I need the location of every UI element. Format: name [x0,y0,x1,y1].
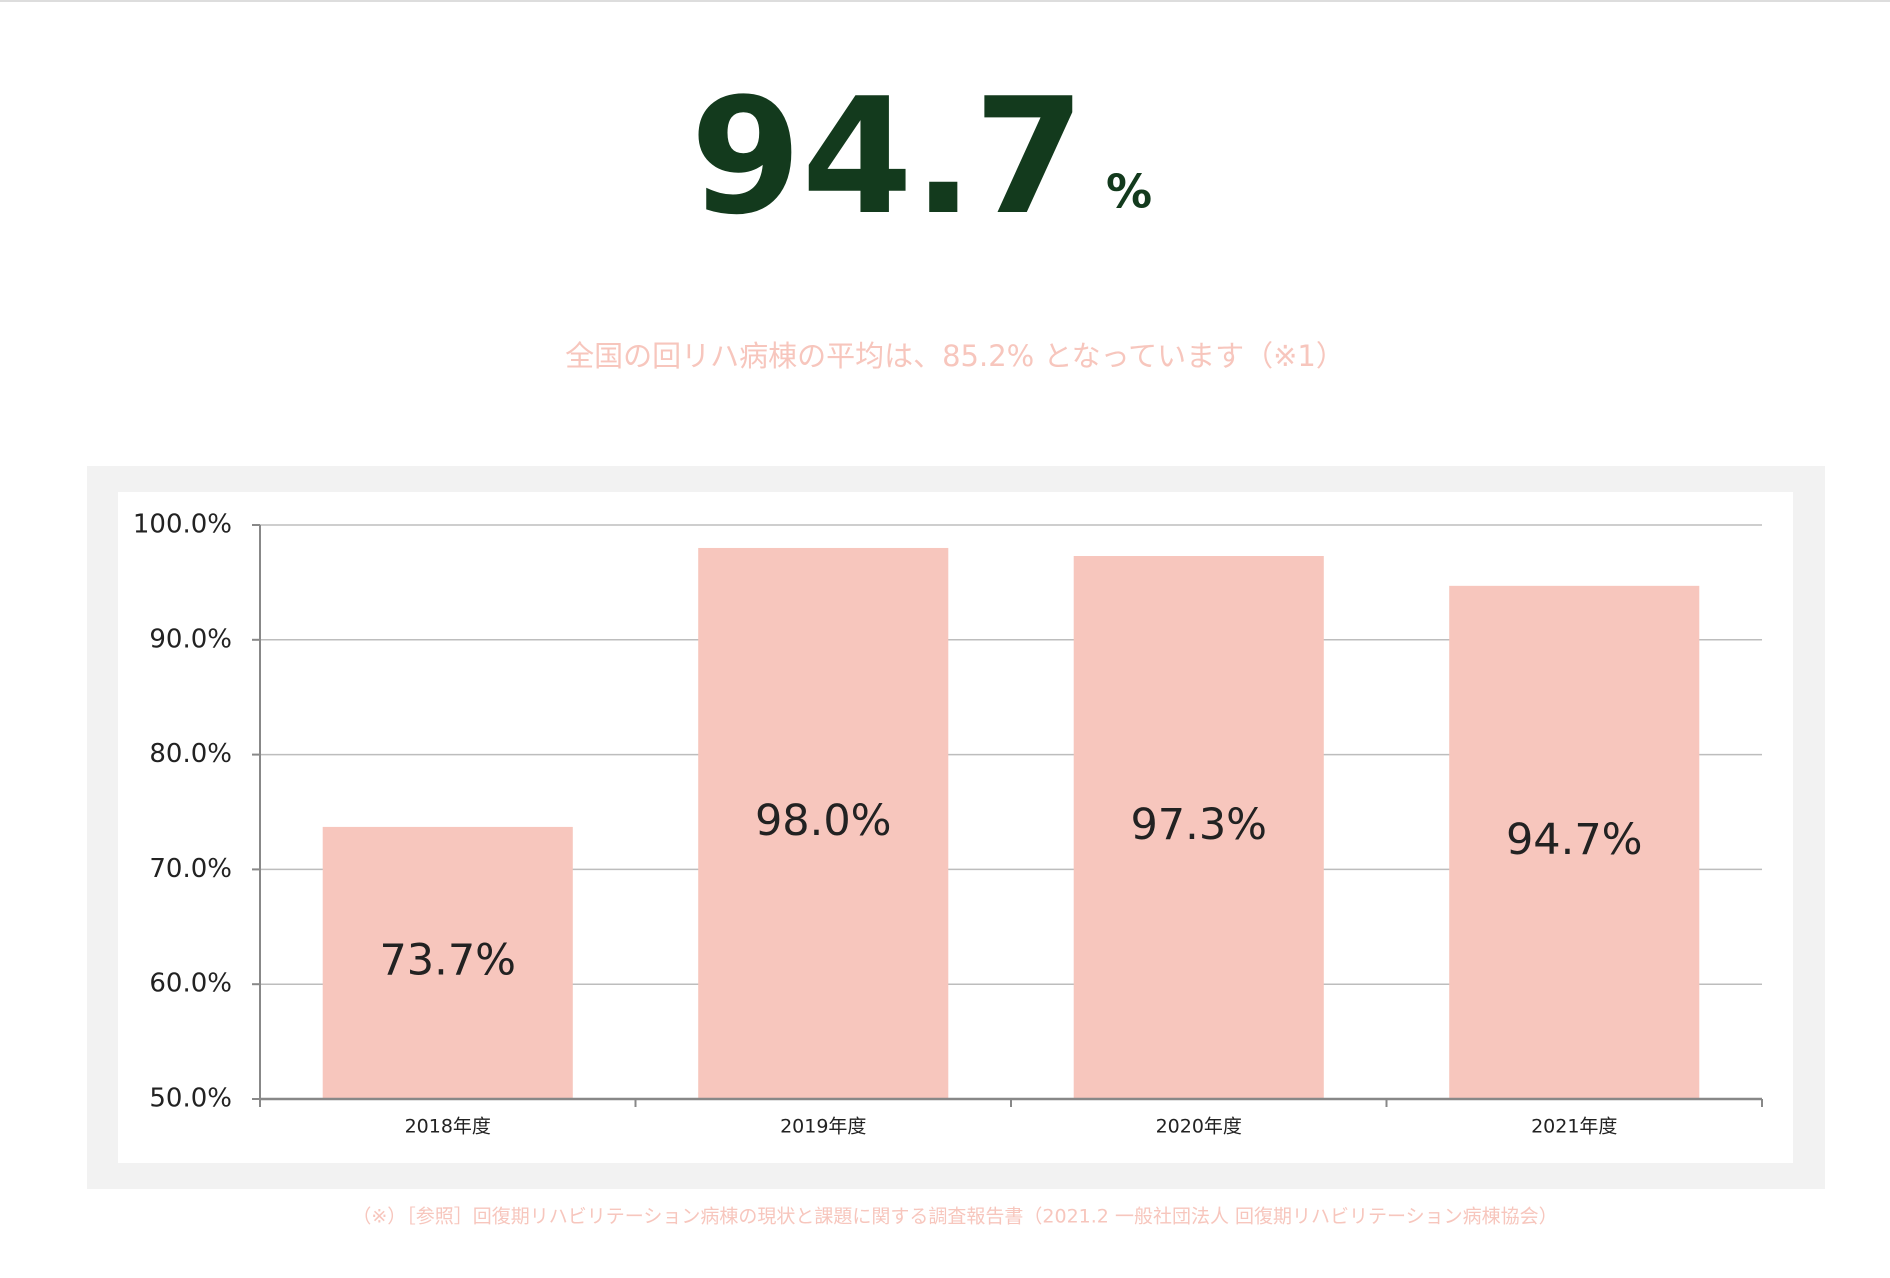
bar [1073,555,1324,1099]
y-tick-label: 100.0% [133,510,232,540]
x-tick-label: 2021年度 [1531,1116,1617,1138]
footnote: （※）［参照］回復期リハビリテーション病棟の現状と課題に関する調査報告書（202… [352,1206,1557,1228]
headline-unit: % [1106,165,1152,219]
y-tick-label: 60.0% [149,969,232,999]
bar [698,547,949,1099]
y-tick-label: 90.0% [149,624,232,654]
value-label: 94.7% [1506,815,1643,865]
y-tick-label: 70.0% [149,854,232,884]
bar [1449,585,1700,1099]
headline-value: 94.7 [690,63,1085,250]
y-tick-label: 50.0% [149,1084,232,1114]
value-label: 98.0% [755,796,892,846]
value-label: 97.3% [1130,800,1267,850]
y-tick-label: 80.0% [149,739,232,769]
bar [322,826,573,1099]
x-tick-label: 2020年度 [1156,1116,1242,1138]
subtitle: 全国の回リハ病棟の平均は、85.2% となっています（※1） [565,339,1345,373]
value-label: 73.7% [379,935,516,985]
x-tick-label: 2019年度 [780,1116,866,1138]
x-tick-label: 2018年度 [405,1116,491,1138]
